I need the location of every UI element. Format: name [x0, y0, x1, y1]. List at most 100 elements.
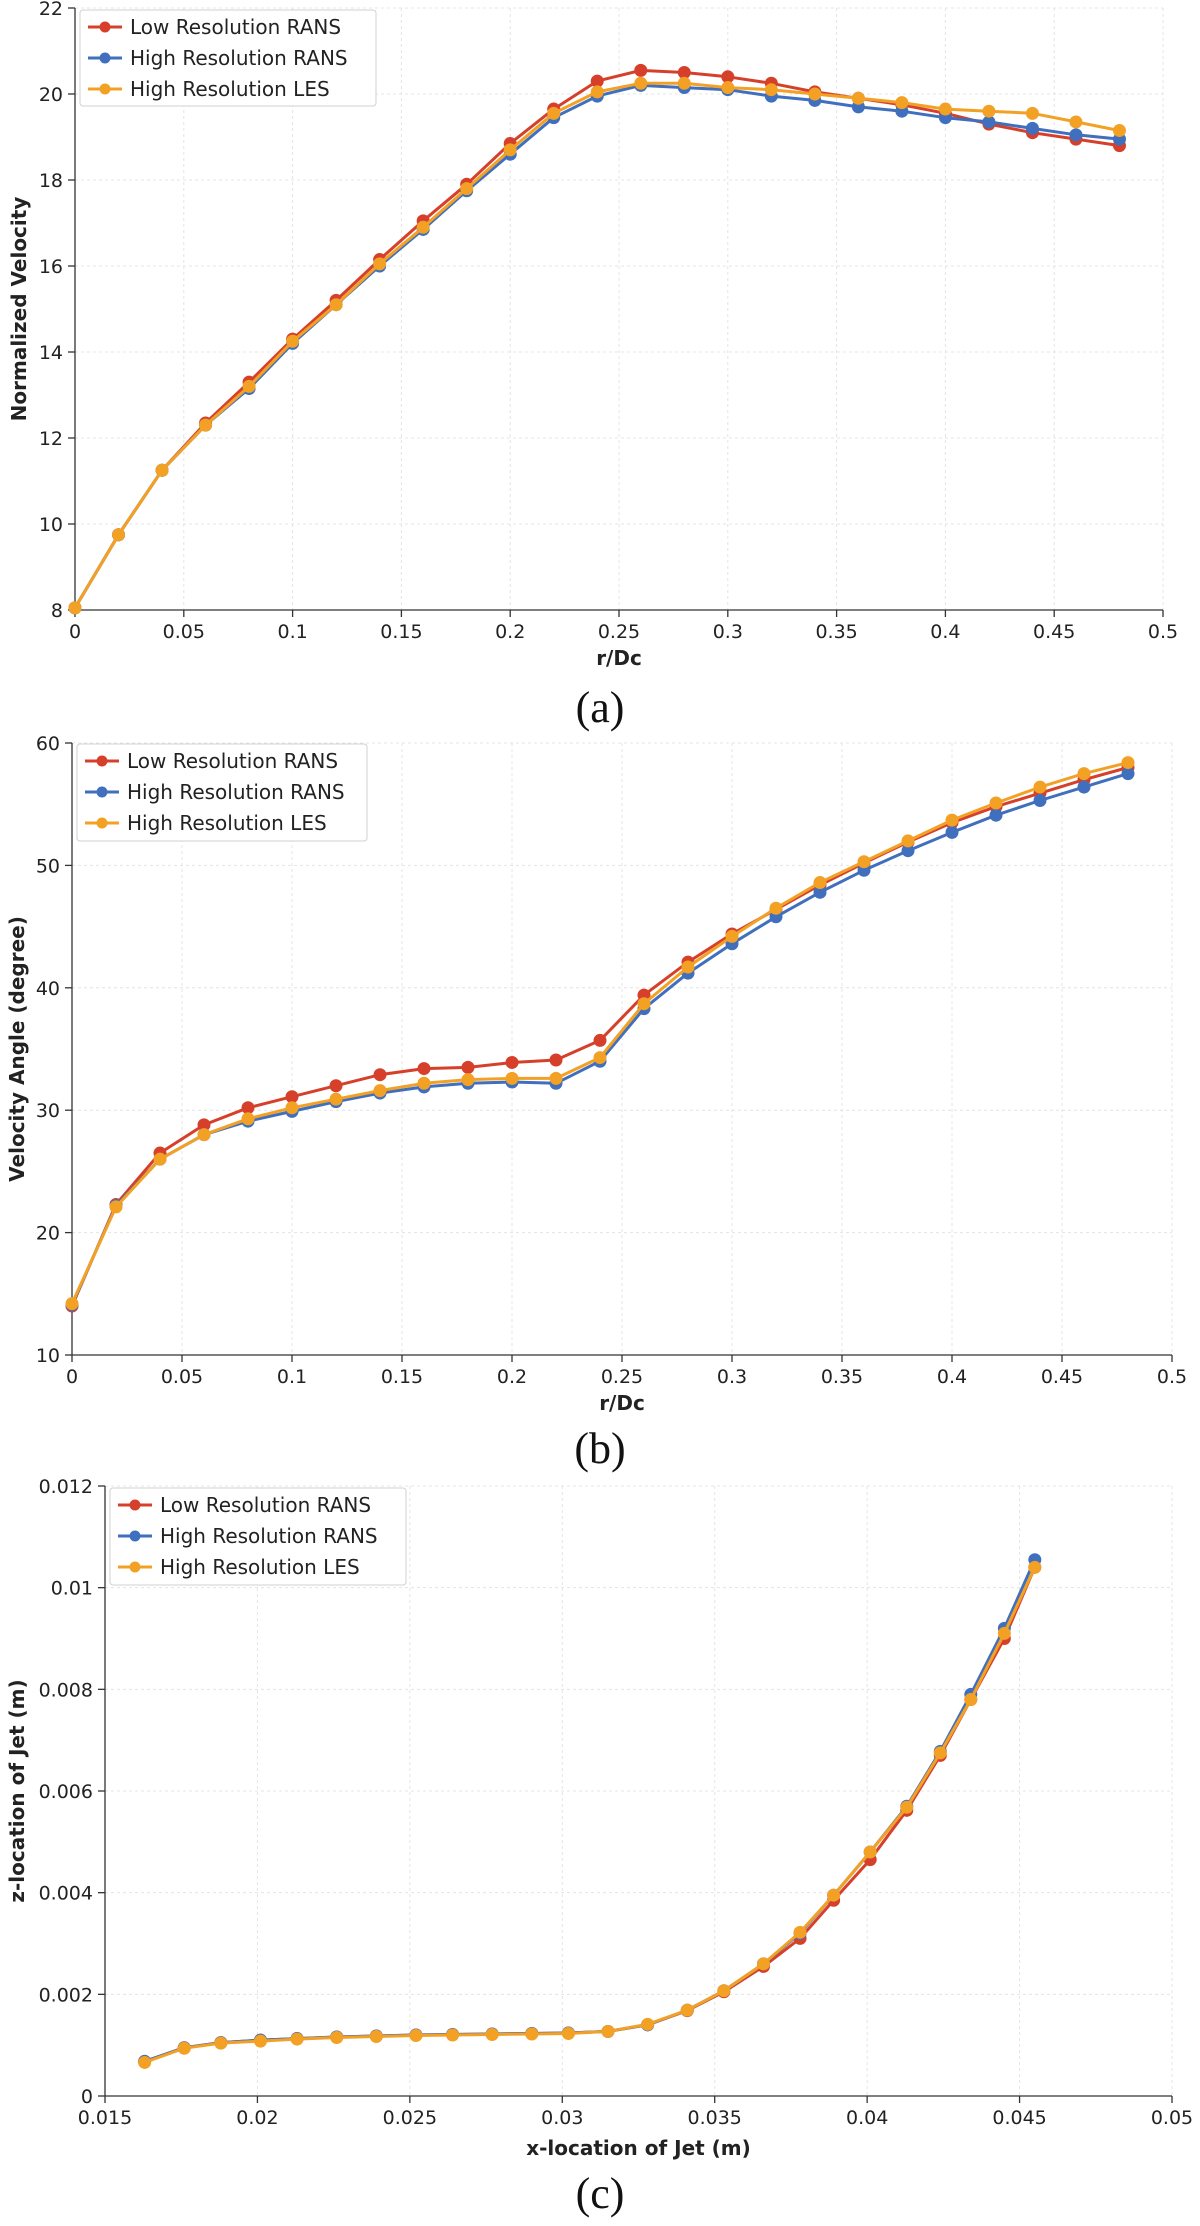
x-tick-label: 0.4	[937, 1366, 967, 1388]
y-tick-label: 20	[36, 1223, 60, 1245]
data-point	[1033, 780, 1047, 794]
data-point	[590, 85, 604, 99]
chart-panel-b: 0 0.05 0.1 0.15 0.2 0.25 0.3 0.35 0.4 0.45 0.5 10 20…	[5, 733, 1187, 1473]
data-point	[851, 91, 865, 105]
data-point	[938, 102, 952, 116]
x-axis-title: r/Dc	[599, 1391, 645, 1415]
x-tick-label: 0.3	[713, 621, 743, 643]
chart-panel-c: 0.015 0.02 0.025 0.03 0.035 0.04 0.045 0.05 0 0.0…	[5, 1476, 1193, 2218]
data-point	[416, 220, 430, 234]
x-tick-label: 0.015	[78, 2107, 132, 2129]
data-point	[373, 1084, 387, 1098]
data-point	[242, 379, 256, 393]
data-point	[989, 796, 1003, 810]
legend-label: High Resolution LES	[160, 1555, 360, 1579]
x-tick-label: 0.5	[1148, 621, 1178, 643]
data-point	[721, 81, 735, 95]
x-tick-label: 0.04	[846, 2107, 888, 2129]
data-point	[1112, 124, 1126, 138]
data-point	[197, 1118, 211, 1132]
data-point	[155, 463, 169, 477]
data-point	[601, 2024, 615, 2038]
data-point	[112, 528, 126, 542]
data-point	[634, 63, 648, 77]
data-point	[1077, 780, 1091, 794]
x-tick-label: 0.15	[381, 1366, 423, 1388]
data-point	[933, 1746, 947, 1760]
panel-label: (b)	[574, 1424, 625, 1473]
y-tick-label: 0.012	[39, 1476, 93, 1498]
legend-label: Low Resolution RANS	[130, 15, 341, 39]
y-tick-label: 16	[39, 256, 63, 278]
data-point	[769, 901, 783, 915]
data-point	[590, 74, 604, 88]
legend-swatch-marker	[99, 52, 111, 64]
data-point	[446, 2028, 460, 2042]
data-point	[808, 87, 822, 101]
data-point	[634, 76, 648, 90]
x-tick-label: 0.5	[1157, 1366, 1187, 1388]
data-point	[329, 1092, 343, 1106]
data-point	[547, 106, 561, 120]
x-tick-label: 0.1	[277, 1366, 307, 1388]
x-tick-label: 0.025	[383, 2107, 437, 2129]
legend-label: High Resolution LES	[130, 77, 330, 101]
x-tick-label: 0.45	[1033, 621, 1075, 643]
legend-swatch-marker	[129, 1499, 141, 1511]
data-point	[285, 1090, 299, 1104]
data-point	[286, 334, 300, 348]
data-point	[997, 1626, 1011, 1640]
series-line-2	[144, 1566, 1037, 2064]
data-point	[241, 1101, 255, 1115]
data-point	[756, 1957, 770, 1971]
y-tick-label: 0.01	[51, 1578, 93, 1600]
data-point	[681, 960, 695, 974]
legend-box	[109, 1487, 407, 1586]
x-tick-label: 0.1	[277, 621, 307, 643]
y-tick-label: 0	[81, 2086, 93, 2108]
data-point	[369, 2030, 383, 2044]
data-point	[330, 2031, 344, 2045]
x-tick-label: 0.2	[495, 621, 525, 643]
data-point	[593, 1033, 607, 1047]
data-point	[813, 876, 827, 890]
data-point	[505, 1071, 519, 1085]
x-tick-label: 0	[66, 1366, 78, 1388]
data-point	[109, 1200, 123, 1214]
data-point	[1121, 767, 1135, 781]
data-point	[945, 813, 959, 827]
data-point	[677, 76, 691, 90]
legend-swatch-marker	[96, 817, 108, 829]
data-point	[68, 601, 82, 615]
legend-label: Low Resolution RANS	[160, 1493, 371, 1517]
x-tick-label: 0	[69, 621, 81, 643]
data-point	[199, 418, 213, 432]
y-tick-label: 12	[39, 428, 63, 450]
data-point	[793, 1925, 807, 1939]
x-tick-label: 0.25	[598, 621, 640, 643]
data-point	[901, 844, 915, 858]
panel-label: (c)	[576, 2169, 625, 2218]
data-point	[505, 1055, 519, 1069]
x-tick-label: 0.35	[815, 621, 857, 643]
x-tick-label: 0.02	[236, 2107, 278, 2129]
y-axis-title: Normalized Velocity	[7, 197, 31, 422]
series-line-1	[73, 83, 1120, 609]
data-point	[138, 2055, 152, 2069]
legend-label: High Resolution RANS	[160, 1524, 378, 1548]
data-point	[285, 1101, 299, 1115]
data-point	[177, 2041, 191, 2055]
data-point	[677, 66, 691, 79]
legend: Low Resolution RANS High Resolution RANS H…	[79, 9, 377, 107]
y-tick-label: 20	[39, 84, 63, 106]
data-point	[417, 1062, 431, 1076]
data-point	[717, 1984, 731, 1998]
y-tick-label: 18	[39, 170, 63, 192]
data-point	[764, 83, 778, 97]
x-tick-label: 0.045	[992, 2107, 1046, 2129]
legend-swatch-marker	[99, 83, 111, 95]
x-tick-label: 0.2	[497, 1366, 527, 1388]
data-point	[1077, 767, 1091, 781]
panel-label: (a)	[576, 683, 625, 732]
